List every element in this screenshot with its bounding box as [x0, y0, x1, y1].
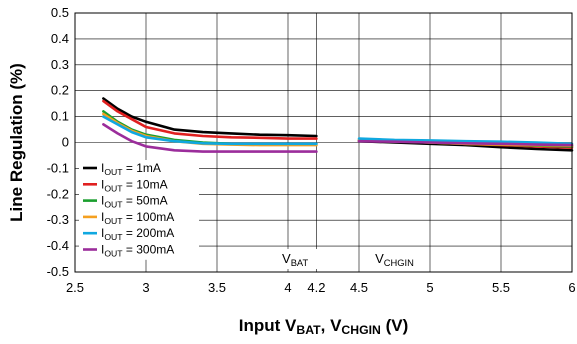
x-tick-label-7: 5.5	[492, 280, 510, 295]
series-line-1-segment-0	[102, 99, 318, 140]
series-line-0-segment-0	[102, 97, 318, 138]
region-label-bg-0	[263, 249, 328, 269]
x-tick-label-0: 2.5	[66, 280, 84, 295]
legend-label-5: IOUT = 300mA	[101, 243, 174, 259]
y-tick-label-4: 0.1	[51, 109, 69, 124]
x-tick-label-4: 4.2	[307, 280, 325, 295]
series-line-5-segment-0	[102, 123, 318, 153]
series-line-5-segment-1	[357, 139, 574, 147]
x-tick-label-8: 6	[568, 280, 575, 295]
x-tick-label-1: 3	[142, 280, 149, 295]
legend-label-2: IOUT = 50mA	[101, 194, 168, 210]
y-tick-label-2: 0.3	[51, 57, 69, 72]
y-tick-label-8: -0.3	[47, 212, 69, 227]
x-tick-label-6: 5	[426, 280, 433, 295]
legend-box	[79, 160, 199, 260]
y-tick-label-5: 0	[62, 135, 69, 150]
y-tick-label-6: -0.1	[47, 160, 69, 175]
legend-label-3: IOUT = 100mA	[101, 210, 174, 226]
legend-label-4: IOUT = 200mA	[101, 226, 174, 242]
y-tick-label-3: 0.2	[51, 83, 69, 98]
x-tick-label-3: 4	[284, 280, 291, 295]
plot-frame	[74, 12, 573, 273]
x-axis-title: Input VBAT, VCHGIN (V)	[239, 316, 408, 337]
y-tick-label-0: 0.5	[51, 5, 69, 20]
series-line-4-segment-1	[357, 137, 574, 146]
y-tick-label-1: 0.4	[51, 31, 69, 46]
legend-label-0: IOUT = 1mA	[101, 161, 161, 177]
y-axis-title: Line Regulation (%)	[7, 63, 26, 222]
region-label-0: VBAT	[282, 251, 308, 268]
y-tick-label-10: -0.5	[47, 264, 69, 279]
y-tick-label-9: -0.4	[47, 238, 69, 253]
x-tick-label-2: 3.5	[208, 280, 226, 295]
region-label-bg-1	[362, 249, 427, 269]
legend-label-1: IOUT = 10mA	[101, 177, 168, 193]
region-label-1: VCHGIN	[375, 251, 414, 268]
x-tick-label-5: 4.5	[350, 280, 368, 295]
y-tick-label-7: -0.2	[47, 186, 69, 201]
series-line-4-segment-0	[102, 115, 318, 146]
